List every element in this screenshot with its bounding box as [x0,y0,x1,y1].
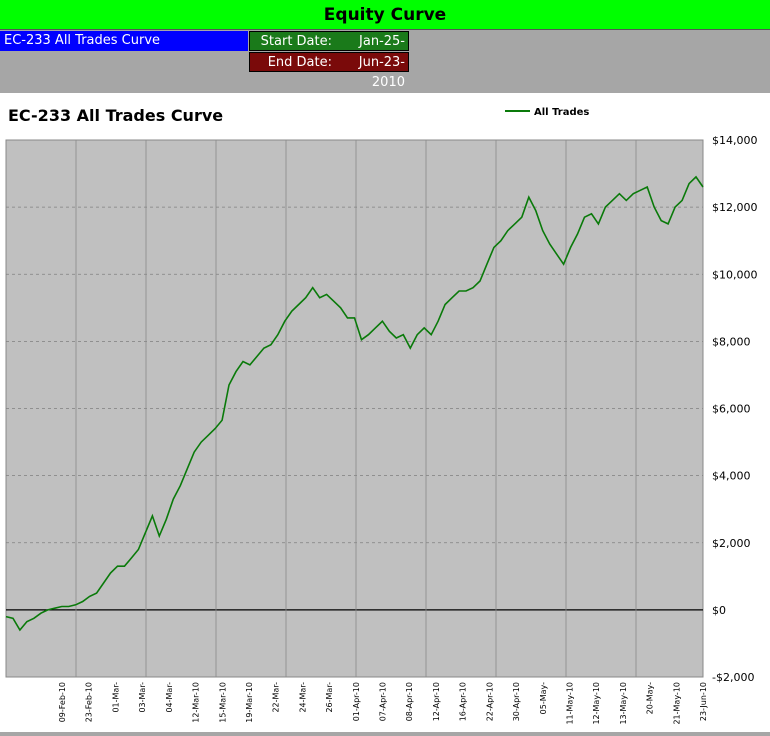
x-tick-label: 04-Mar- [165,682,174,713]
x-axis-ticks: 09-Feb-10 23-Feb-10 01-Mar- 03-Mar- 04-Mar- 1… [58,682,708,725]
legend-label-all-trades: All Trades [534,107,589,118]
x-tick-label: 19-Mar-10 [245,682,254,723]
x-tick-label: 03-Mar- [138,682,147,713]
curve-name-cell[interactable]: EC-233 All Trades Curve [0,31,248,51]
start-date-label: Start Date: [260,34,332,49]
x-tick-label: 23-Jun-10 [699,682,708,721]
x-tick-label: 24-Mar- [298,682,307,713]
x-tick-label: 11-May-10 [565,682,574,725]
x-tick-label: 01-Mar- [111,682,120,713]
y-tick-label: $12,000 [712,201,758,214]
y-tick-label: -$2,000 [712,671,754,684]
x-tick-label: 07-Apr-10 [379,682,388,721]
x-tick-label: 30-Apr-10 [512,682,521,721]
y-tick-label: $0 [712,604,726,617]
x-tick-label: 12-Apr-10 [432,682,441,721]
gridlines [6,140,703,677]
x-tick-label: 23-Feb-10 [85,682,94,722]
x-tick-label: 09-Feb-10 [58,682,67,722]
y-tick-label: $14,000 [712,134,758,147]
x-tick-label: 08-Apr-10 [405,682,414,721]
x-tick-label: 20-May- [646,682,655,714]
x-tick-label: 22-Apr-10 [485,682,494,721]
x-tick-label: 13-May-10 [619,682,628,725]
end-date-label: End Date: [267,55,332,70]
y-tick-label: $8,000 [712,335,751,348]
equity-chart: EC-233 All Trades Curve All Trades -$2,0… [5,106,758,725]
x-tick-label: 12-Mar-10 [192,682,201,723]
x-tick-label: 15-Mar-10 [218,682,227,723]
legend: All Trades [505,107,589,118]
y-tick-label: $6,000 [712,403,751,416]
end-date-value: Jun-23-2010 [358,55,405,90]
end-date-cell[interactable]: End Date: Jun-23-2010 [249,52,409,90]
x-tick-label: 22-Mar- [272,682,281,713]
x-tick-label: 21-May-10 [672,682,681,725]
sheet-title: Equity Curve [0,0,770,30]
y-axis-ticks: -$2,000 $0 $2,000 $4,000 $6,000 $8,000 $10,000… [712,134,758,684]
x-tick-label: 16-Apr-10 [459,682,468,721]
x-tick-label: 01-Apr-10 [352,682,361,721]
start-date-cell[interactable]: Start Date: Jan-25-2010 [249,31,409,69]
chart-area[interactable]: EC-233 All Trades Curve All Trades -$2,0… [0,93,770,732]
series-line-all-trades [5,175,704,632]
y-tick-label: $2,000 [712,537,751,550]
y-tick-label: $4,000 [712,470,751,483]
chart-title: EC-233 All Trades Curve [8,106,223,125]
x-tick-label: 26-Mar- [325,682,334,713]
start-date-value: Jan-25-2010 [359,34,405,69]
x-tick-label: 05-May- [539,682,548,714]
y-tick-label: $10,000 [712,268,758,281]
x-tick-label: 12-May-10 [592,682,601,725]
